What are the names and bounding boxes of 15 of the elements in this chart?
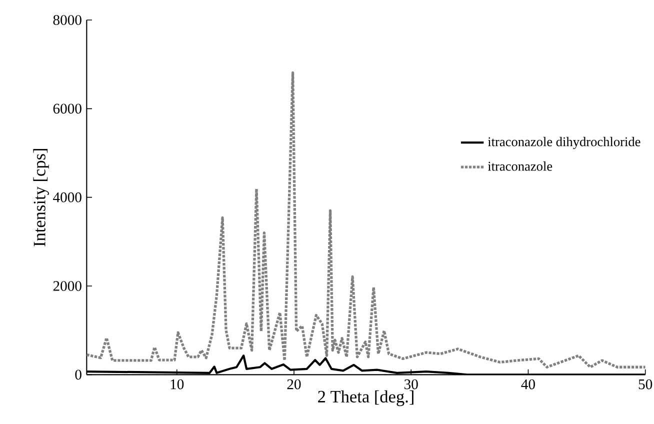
y-tick-label: 8000 <box>53 15 82 25</box>
y-tick-label: 6000 <box>53 104 82 114</box>
x-tick-label: 50 <box>638 379 652 390</box>
legend-label: itraconazole <box>488 161 552 171</box>
x-tick-label: 20 <box>287 379 301 390</box>
y-tick-label: 4000 <box>53 192 82 202</box>
x-axis-title: 2 Theta [deg.] <box>318 390 414 406</box>
x-tick-label: 30 <box>404 379 418 390</box>
x-tick-label: 40 <box>521 379 535 390</box>
y-tick-label: 0 <box>75 370 82 380</box>
legend-label: itraconazole dihydrochloride <box>488 136 640 150</box>
y-tick-label: 2000 <box>53 281 82 291</box>
line-series <box>86 71 646 368</box>
x-tick-label: 10 <box>170 379 184 390</box>
y-axis-title: Intensity [cps] <box>33 148 49 246</box>
